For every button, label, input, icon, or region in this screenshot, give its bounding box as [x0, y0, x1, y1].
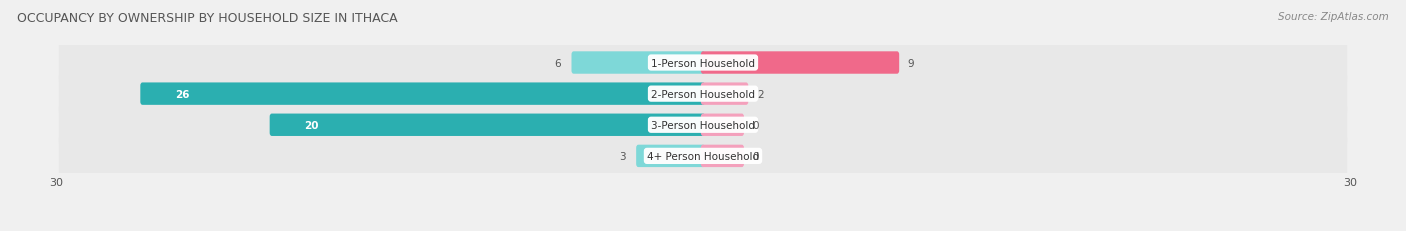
Text: 26: 26 [174, 89, 190, 99]
FancyBboxPatch shape [59, 103, 1347, 148]
Text: 0: 0 [752, 151, 759, 161]
Text: 4+ Person Household: 4+ Person Household [647, 151, 759, 161]
Text: 3-Person Household: 3-Person Household [651, 120, 755, 130]
FancyBboxPatch shape [59, 72, 1347, 117]
FancyBboxPatch shape [141, 83, 706, 105]
FancyBboxPatch shape [571, 52, 706, 74]
Text: 6: 6 [554, 58, 561, 68]
Text: 3: 3 [619, 151, 626, 161]
Text: 0: 0 [752, 120, 759, 130]
Text: 20: 20 [304, 120, 319, 130]
Text: 2: 2 [756, 89, 763, 99]
FancyBboxPatch shape [636, 145, 706, 167]
FancyBboxPatch shape [700, 83, 748, 105]
Text: 2-Person Household: 2-Person Household [651, 89, 755, 99]
Text: 9: 9 [908, 58, 914, 68]
FancyBboxPatch shape [59, 41, 1347, 86]
FancyBboxPatch shape [270, 114, 706, 136]
Text: OCCUPANCY BY OWNERSHIP BY HOUSEHOLD SIZE IN ITHACA: OCCUPANCY BY OWNERSHIP BY HOUSEHOLD SIZE… [17, 12, 398, 24]
FancyBboxPatch shape [700, 52, 900, 74]
Legend: Owner-occupied, Renter-occupied: Owner-occupied, Renter-occupied [583, 227, 823, 231]
Text: 1-Person Household: 1-Person Household [651, 58, 755, 68]
FancyBboxPatch shape [700, 114, 744, 136]
FancyBboxPatch shape [700, 145, 744, 167]
FancyBboxPatch shape [59, 134, 1347, 179]
Text: Source: ZipAtlas.com: Source: ZipAtlas.com [1278, 12, 1389, 21]
